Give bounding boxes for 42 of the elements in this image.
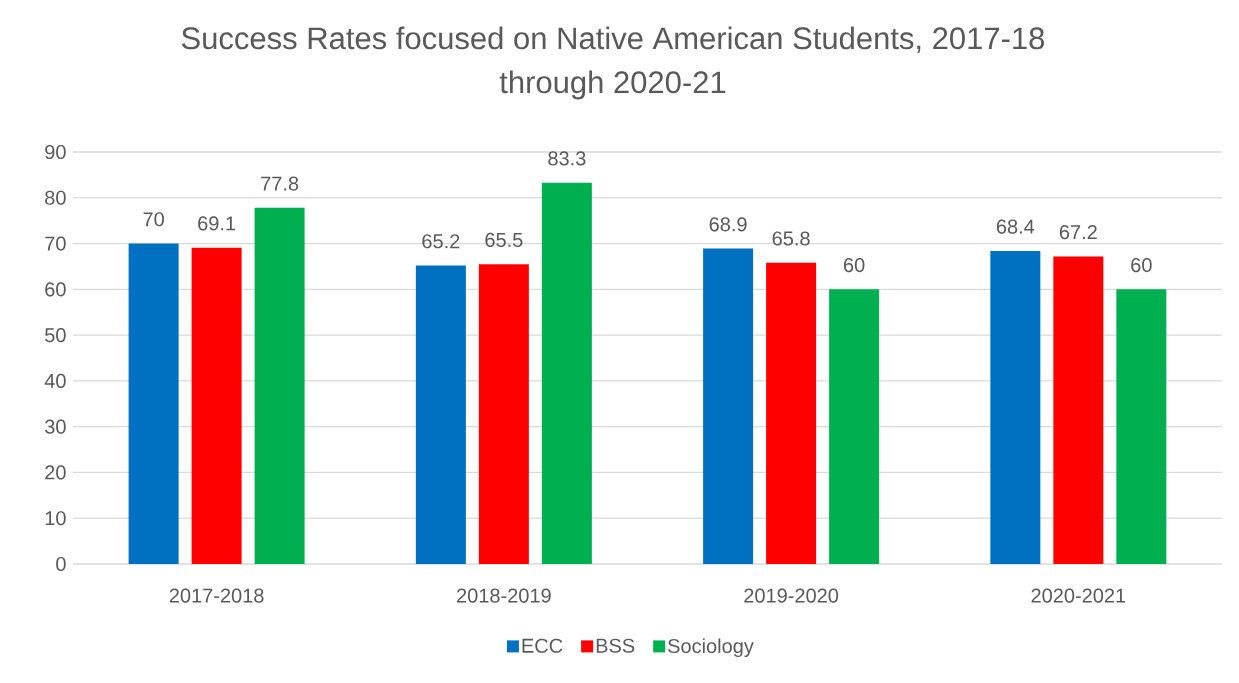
x-tick-label: 2019-2020 — [744, 588, 839, 603]
bar — [128, 243, 179, 564]
y-tick-label: 30 — [45, 419, 66, 434]
legend-label: Sociology — [668, 638, 754, 658]
y-tick-label: 70 — [45, 236, 66, 251]
data-label: 67.2 — [1059, 225, 1097, 240]
data-label: 65.8 — [772, 231, 810, 246]
y-tick-label: 0 — [56, 556, 66, 572]
legend-label: ECC — [522, 638, 563, 653]
legend-label: BSS — [596, 638, 635, 653]
y-tick-label: 40 — [44, 373, 66, 388]
data-label: 68.4 — [996, 219, 1035, 234]
y-tick-label: 80 — [45, 190, 66, 205]
data-label: 60 — [1131, 257, 1152, 273]
y-tick-label: 90 — [45, 144, 66, 160]
y-tick-label: 60 — [45, 282, 66, 297]
data-label: 69.1 — [198, 216, 236, 231]
bar — [415, 265, 466, 564]
bar — [766, 262, 817, 564]
bar — [829, 289, 880, 564]
data-label: 65.2 — [422, 234, 460, 249]
data-label: 77.8 — [261, 176, 299, 191]
bar — [1053, 256, 1104, 564]
y-tick-label: 10 — [45, 511, 66, 526]
data-label: 60 — [844, 257, 865, 273]
chart-title: Success Rates focused on Native American Students, 2017-18 through 2020-21 — [181, 26, 1045, 100]
bar — [478, 264, 529, 564]
bar — [541, 182, 592, 564]
data-label: 65.5 — [485, 232, 523, 247]
x-tick-label: 2018-2019 — [457, 588, 551, 603]
x-tick-label: 2017-2018 — [169, 588, 264, 603]
x-tick-label: 2020-2021 — [1031, 588, 1126, 603]
bar — [191, 247, 242, 564]
bar — [990, 250, 1041, 564]
data-label: 70 — [143, 212, 164, 227]
data-label: 68.9 — [709, 217, 747, 232]
y-tick-label: 20 — [45, 465, 66, 480]
bar — [254, 207, 305, 564]
bar — [703, 248, 754, 564]
bar — [1116, 289, 1167, 564]
data-label: 83.3 — [548, 151, 586, 166]
y-tick-label: 50 — [45, 328, 66, 343]
